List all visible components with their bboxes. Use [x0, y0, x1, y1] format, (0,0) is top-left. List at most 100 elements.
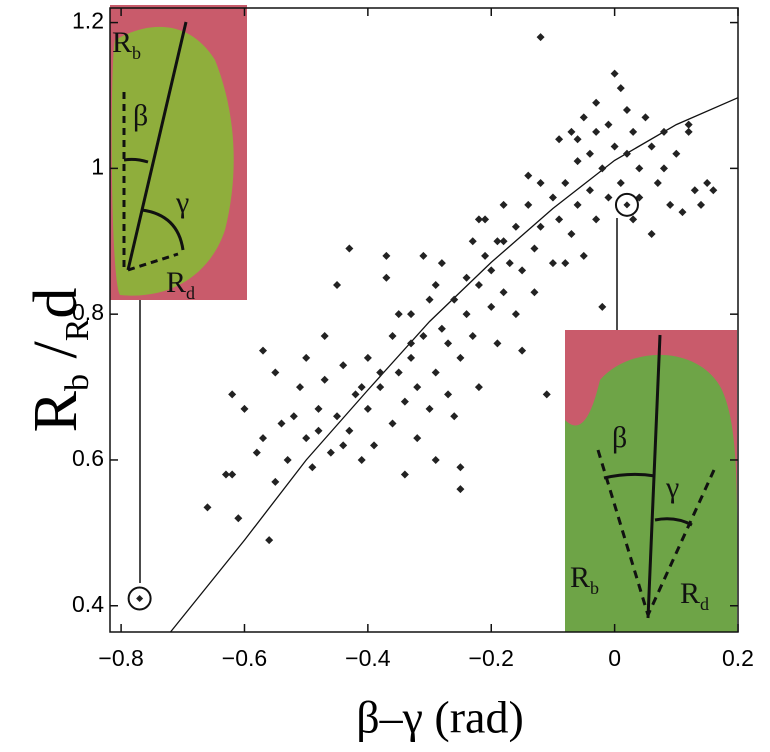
- x-tick-label: −0.6: [222, 645, 267, 671]
- data-point: [357, 455, 366, 464]
- y-tick-label: 0.6: [72, 445, 104, 471]
- data-point: [616, 84, 625, 93]
- data-point: [333, 281, 342, 290]
- data-point: [641, 113, 650, 122]
- data-point: [431, 455, 440, 464]
- y-tick-label: 0.8: [72, 299, 104, 325]
- data-point: [228, 390, 237, 399]
- leaf: [565, 354, 738, 632]
- data-point: [481, 215, 490, 224]
- highlight-ring: [127, 586, 152, 611]
- data-point: [690, 186, 699, 195]
- data-point: [431, 368, 440, 377]
- data-point: [271, 477, 280, 486]
- data-point: [709, 186, 718, 195]
- inset-label: β: [612, 421, 627, 454]
- data-point: [339, 441, 348, 450]
- data-point: [629, 127, 638, 136]
- data-point: [610, 69, 619, 78]
- inset-label: Rb: [112, 26, 141, 63]
- data-point: [567, 127, 576, 136]
- data-point: [518, 346, 527, 355]
- data-point: [622, 149, 631, 158]
- data-point: [413, 434, 422, 443]
- inset-label: Rd: [680, 577, 709, 614]
- data-point: [258, 434, 267, 443]
- data-point: [592, 215, 601, 224]
- data-point: [370, 441, 379, 450]
- y-tick-label: 1: [91, 153, 104, 179]
- data-point: [302, 353, 311, 362]
- data-point: [314, 426, 323, 435]
- data-point: [265, 536, 274, 545]
- data-point: [345, 426, 354, 435]
- data-point: [376, 368, 385, 377]
- data-point: [388, 332, 397, 341]
- data-point: [320, 332, 329, 341]
- y-tick-label: 1.2: [72, 8, 104, 34]
- data-point: [437, 324, 446, 333]
- y-axis-label-part: /: [22, 341, 90, 375]
- fit-curve: [169, 97, 739, 633]
- x-tick-label: 0: [608, 645, 621, 671]
- data-point: [302, 434, 311, 443]
- data-point: [499, 288, 508, 297]
- data-point: [363, 353, 372, 362]
- data-point: [444, 339, 453, 348]
- data-point: [536, 222, 545, 231]
- data-point: [462, 273, 471, 282]
- data-point: [394, 310, 403, 319]
- data-point: [289, 412, 298, 421]
- dashed-line: [646, 469, 716, 616]
- data-point: [561, 259, 570, 268]
- data-point: [499, 237, 508, 246]
- inset-label-part: β: [612, 421, 627, 454]
- data-point: [228, 470, 237, 479]
- plot-frame: [109, 7, 739, 633]
- data-point: [616, 178, 625, 187]
- data-point: [419, 332, 428, 341]
- angle-arc: [123, 157, 149, 164]
- data-point: [487, 266, 496, 275]
- y-axis-label-part: R: [22, 390, 90, 432]
- data-point: [339, 361, 348, 370]
- data-point: [258, 346, 267, 355]
- data-point: [450, 412, 459, 421]
- data-point: [481, 251, 490, 260]
- data-point: [234, 514, 243, 523]
- data-point: [277, 419, 286, 428]
- data-point: [320, 375, 329, 384]
- data-point: [647, 229, 656, 238]
- data-point: [573, 135, 582, 144]
- data-point: [703, 178, 712, 187]
- left-inset: Rb β γ Rd: [110, 5, 247, 303]
- data-point: [333, 412, 342, 421]
- x-tick-label: 0.2: [722, 645, 754, 671]
- inset-label-part: R: [112, 26, 132, 59]
- data-point: [394, 368, 403, 377]
- data-point: [604, 120, 613, 129]
- data-point: [659, 164, 668, 173]
- data-point: [400, 470, 409, 479]
- data-point: [585, 149, 594, 158]
- data-point: [376, 383, 385, 392]
- data-point: [524, 200, 533, 209]
- data-point: [561, 178, 570, 187]
- inset-label: β: [133, 99, 148, 132]
- y-axis-label-part: d: [22, 288, 90, 319]
- inset-label-part: γ: [175, 186, 189, 219]
- data-point: [610, 142, 619, 151]
- data-point: [456, 485, 465, 494]
- data-point: [493, 237, 502, 246]
- data-point: [598, 164, 607, 173]
- data-point: [499, 200, 508, 209]
- highlight-ring: [614, 192, 639, 217]
- data-point: [672, 149, 681, 158]
- data-point: [413, 383, 422, 392]
- data-point: [573, 200, 582, 209]
- inset-label-part: R: [680, 577, 700, 610]
- data-point: [573, 157, 582, 166]
- data-point: [555, 135, 564, 144]
- data-point: [437, 259, 446, 268]
